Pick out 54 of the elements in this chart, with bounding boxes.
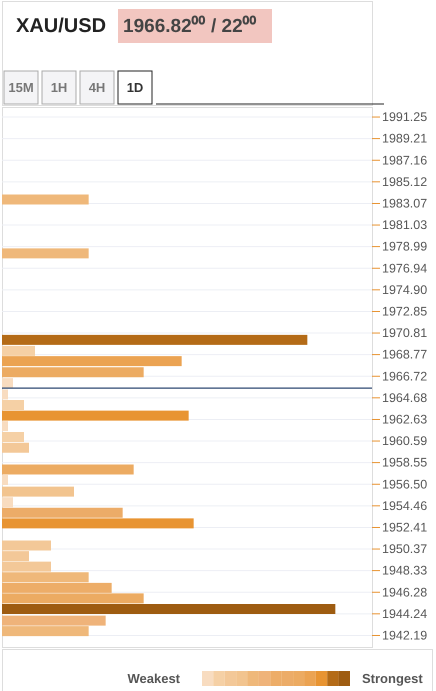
y-tick-label: 1976.94 bbox=[382, 261, 428, 276]
y-tick-label: 1966.72 bbox=[382, 369, 428, 384]
y-tick-label: 1950.37 bbox=[382, 542, 428, 556]
text: Strongest bbox=[362, 671, 424, 686]
y-tick-label: 1946.28 bbox=[382, 585, 428, 600]
bar bbox=[2, 421, 8, 432]
bar bbox=[2, 432, 24, 442]
y-tick-label: 1985.12 bbox=[382, 174, 428, 189]
bar bbox=[2, 410, 189, 421]
bar bbox=[2, 356, 182, 366]
bar bbox=[2, 486, 74, 497]
y-tick-label: 1960.59 bbox=[382, 434, 428, 448]
chart-title: XAU/USD bbox=[16, 15, 106, 37]
bar bbox=[2, 400, 24, 410]
bar bbox=[2, 442, 29, 453]
chart-subtitle: 1966.82⁰⁰ / 22⁰⁰ bbox=[123, 15, 257, 37]
y-tick-label: 1968.77 bbox=[382, 348, 428, 362]
bar bbox=[2, 378, 13, 388]
bar bbox=[2, 464, 134, 474]
y-tick-label: 1987.16 bbox=[382, 153, 428, 168]
y-tick-label: 1970.81 bbox=[382, 326, 428, 340]
y-tick-label: 1978.99 bbox=[382, 240, 428, 254]
text: Weakest bbox=[127, 671, 181, 686]
text: 1H bbox=[50, 80, 68, 95]
y-tick-label: 1944.24 bbox=[382, 606, 428, 621]
y-tick-label: 1964.68 bbox=[382, 390, 428, 405]
bar bbox=[2, 604, 336, 614]
y-tick-label: 1954.46 bbox=[382, 498, 428, 513]
text: 4H bbox=[88, 80, 106, 95]
bar bbox=[2, 346, 35, 356]
y-tick-label: 1991.25 bbox=[382, 110, 428, 124]
bar bbox=[2, 389, 8, 400]
text: 1D bbox=[126, 80, 144, 95]
y-tick-label: 1962.63 bbox=[382, 412, 428, 426]
y-tick-label: 1952.41 bbox=[382, 520, 428, 534]
y-tick-label: 1981.03 bbox=[382, 218, 428, 232]
bar bbox=[2, 475, 8, 486]
y-tick-label: 1974.90 bbox=[382, 282, 428, 297]
text: 15M bbox=[8, 80, 34, 95]
y-tick-label: 1956.50 bbox=[382, 477, 428, 492]
bar bbox=[2, 497, 13, 508]
bar bbox=[2, 572, 89, 582]
bar bbox=[2, 194, 89, 204]
bar bbox=[2, 518, 194, 528]
y-tick-label: 1989.21 bbox=[382, 132, 428, 146]
bar bbox=[2, 334, 308, 345]
y-tick-label: 1948.33 bbox=[382, 564, 428, 578]
bar bbox=[2, 248, 89, 258]
y-tick-label: 1942.19 bbox=[382, 628, 428, 642]
bar bbox=[2, 367, 144, 378]
y-tick-label: 1958.55 bbox=[382, 456, 428, 470]
bar bbox=[2, 508, 123, 518]
y-tick-label: 1972.85 bbox=[382, 304, 428, 318]
y-tick-label: 1983.07 bbox=[382, 196, 428, 210]
